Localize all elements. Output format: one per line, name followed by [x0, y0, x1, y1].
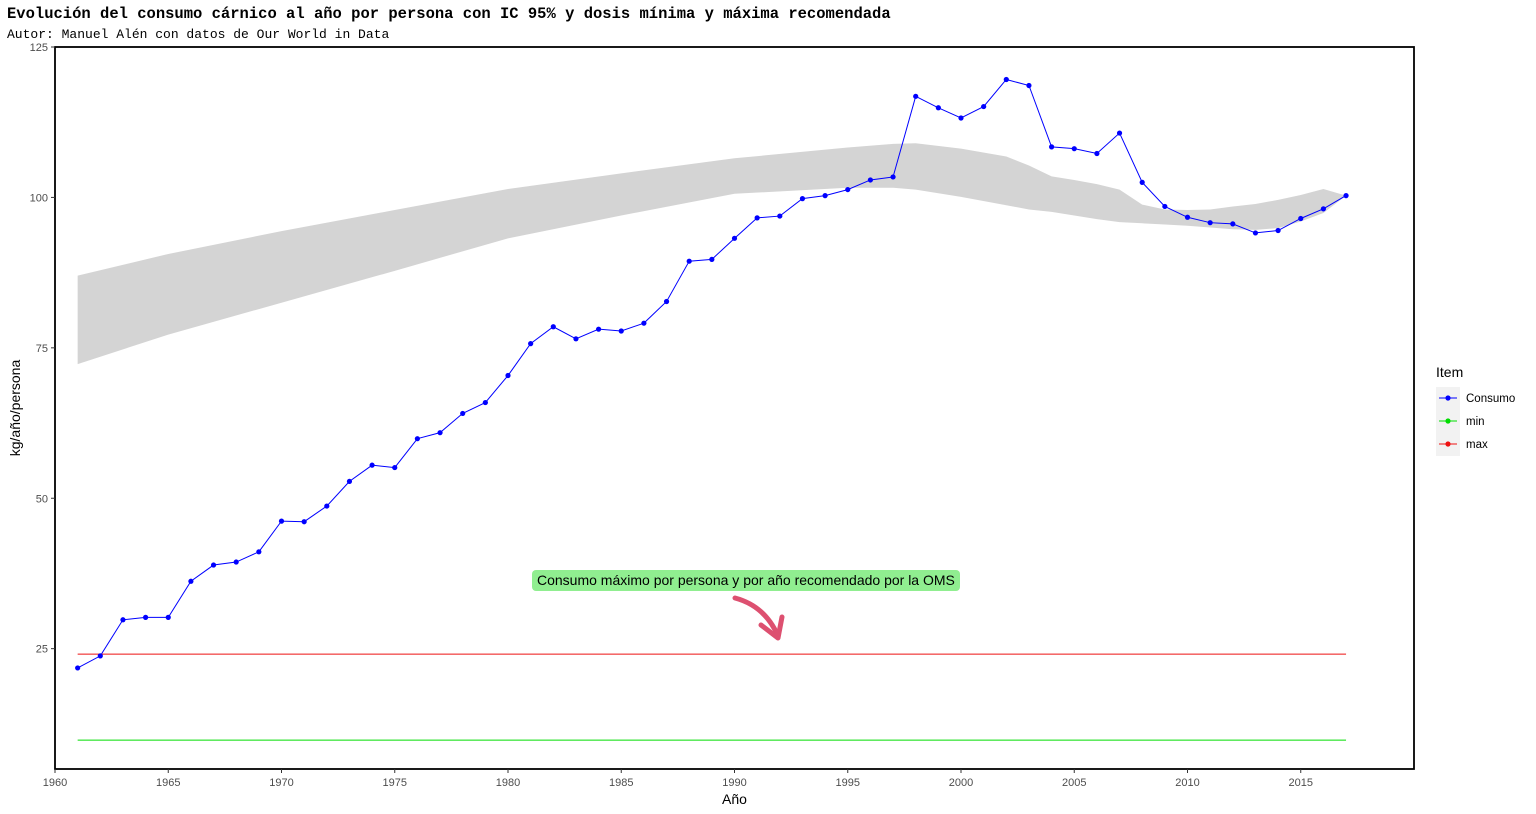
data-point-consumo-1968 [233, 559, 239, 565]
data-point-consumo-1979 [482, 399, 488, 406]
data-point-consumo-1982 [550, 324, 556, 330]
data-point-consumo-2000 [958, 115, 964, 121]
data-point-consumo-1985 [618, 328, 624, 334]
data-point-consumo-1992 [777, 213, 783, 219]
legend: Item Consumo min max [1436, 364, 1515, 456]
y-tick-label-75: 75 [36, 343, 48, 355]
legend-label-consumo: Consumo [1466, 393, 1515, 405]
data-point-consumo-1988 [686, 258, 692, 264]
data-point-consumo-1976 [414, 436, 420, 442]
y-tick-label-50: 50 [36, 493, 48, 505]
data-point-consumo-2001 [981, 103, 987, 110]
data-point-consumo-2017 [1343, 193, 1349, 199]
x-tick-label-2010: 2010 [1175, 777, 1199, 789]
y-tick-label-100: 100 [30, 192, 48, 204]
x-tick-label-1980: 1980 [496, 777, 520, 789]
data-point-consumo-1964 [143, 614, 149, 620]
data-point-consumo-2012 [1230, 221, 1236, 227]
ci-95-ribbon [77, 143, 1347, 365]
annotation-arrow-shaft [732, 595, 781, 639]
data-point-consumo-1977 [437, 430, 443, 436]
data-point-consumo-1984 [596, 326, 602, 332]
x-tick-label-1965: 1965 [156, 777, 180, 789]
x-tick-label-2000: 2000 [949, 777, 973, 789]
legend-label-min: min [1466, 416, 1485, 428]
oms-annotation-label: Consumo máximo por persona y por año rec… [532, 570, 960, 591]
data-point-consumo-1987 [663, 298, 670, 305]
data-point-consumo-2006 [1094, 150, 1100, 157]
data-point-consumo-1986 [641, 320, 647, 326]
data-point-consumo-2014 [1275, 227, 1281, 234]
data-point-consumo-1973 [346, 478, 353, 485]
data-point-consumo-1990 [731, 235, 738, 241]
data-point-consumo-1969 [256, 549, 262, 555]
data-point-consumo-2007 [1116, 130, 1123, 136]
data-point-consumo-1998 [913, 93, 919, 99]
data-point-consumo-1980 [505, 372, 511, 379]
annotation-arrow-layer [732, 595, 785, 641]
data-point-consumo-2013 [1252, 230, 1259, 236]
data-point-consumo-2015 [1298, 215, 1304, 222]
data-point-consumo-1967 [210, 562, 217, 568]
x-axis-label: Año [722, 791, 747, 807]
data-point-consumo-1989 [709, 256, 715, 262]
x-tick-label-1995: 1995 [836, 777, 860, 789]
y-axis-label: kg/año/persona [7, 360, 23, 457]
annotation-arrow-head [758, 614, 785, 641]
data-point-consumo-2004 [1049, 144, 1055, 150]
data-point-consumo-1966 [188, 578, 194, 584]
data-points-layer [75, 76, 1349, 671]
data-point-consumo-1971 [301, 519, 307, 525]
plot-panel-border [54, 46, 1415, 770]
x-tick-label-1960: 1960 [43, 777, 67, 789]
data-point-consumo-2016 [1320, 206, 1326, 212]
data-point-consumo-1993 [799, 196, 806, 202]
data-point-consumo-1961 [75, 665, 81, 671]
data-point-consumo-1972 [324, 503, 330, 509]
x-tick-label-2015: 2015 [1289, 777, 1313, 789]
data-point-consumo-2002 [1003, 76, 1009, 83]
data-point-consumo-1991 [754, 215, 760, 221]
data-point-consumo-1962 [97, 653, 103, 659]
ci-ribbon-layer [77, 143, 1347, 365]
y-tick-label-25: 25 [36, 644, 48, 656]
data-point-consumo-1997 [890, 174, 896, 180]
data-point-consumo-2009 [1162, 203, 1168, 210]
legend-label-max: max [1466, 439, 1488, 451]
x-tick-label-1990: 1990 [722, 777, 746, 789]
chart-subtitle: Autor: Manuel Alén con datos de Our Worl… [7, 27, 390, 42]
legend-key-point-consumo [1445, 395, 1451, 401]
data-point-consumo-1983 [573, 336, 579, 342]
data-point-consumo-1999 [935, 105, 941, 111]
chart-title: Evolución del consumo cárnico al año por… [7, 5, 891, 23]
data-point-consumo-2010 [1184, 214, 1191, 220]
x-tick-label-1985: 1985 [609, 777, 633, 789]
data-point-consumo-1974 [369, 462, 375, 468]
legend-key-point-min [1445, 418, 1451, 424]
data-point-consumo-2008 [1139, 179, 1145, 185]
data-point-consumo-1965 [165, 614, 171, 620]
data-point-consumo-1963 [120, 617, 126, 623]
data-point-consumo-1981 [528, 341, 534, 347]
legend-title: Item [1436, 364, 1463, 380]
legend-key-point-max [1445, 441, 1451, 447]
x-tick-label-1975: 1975 [383, 777, 407, 789]
data-point-consumo-2011 [1207, 220, 1213, 226]
data-point-consumo-1970 [278, 518, 285, 524]
data-point-consumo-1978 [460, 410, 466, 417]
data-point-consumo-2003 [1026, 82, 1032, 89]
x-tick-label-1970: 1970 [269, 777, 293, 789]
axes-layer: 1960 1965 1970 1975 1980 1985 1990 1995 2000 2005… [30, 42, 1313, 789]
y-tick-label-125: 125 [30, 42, 48, 54]
data-point-consumo-1995 [845, 186, 851, 193]
x-tick-label-2005: 2005 [1062, 777, 1086, 789]
data-point-consumo-1975 [392, 464, 398, 471]
data-point-consumo-1996 [867, 177, 874, 183]
data-point-consumo-1994 [822, 193, 828, 199]
data-point-consumo-2005 [1071, 146, 1077, 152]
